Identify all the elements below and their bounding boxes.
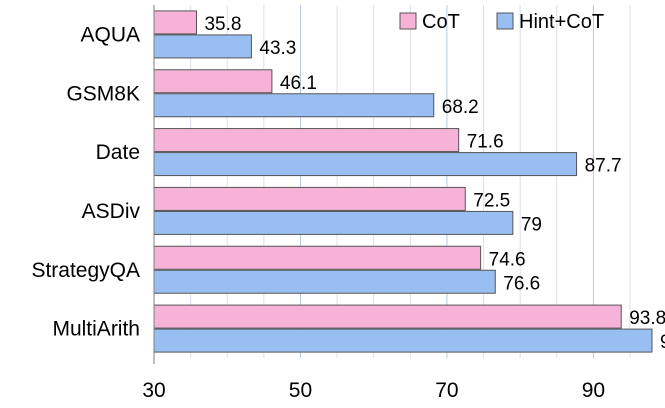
category-labels: AQUA GSM8K Date ASDiv StrategyQA MultiArith <box>31 23 140 340</box>
bar-hint-cot-aqua <box>153 34 252 59</box>
bar-cot-gsm8k <box>153 69 273 94</box>
category-label-asdiv: ASDiv <box>82 200 141 223</box>
bar-cot-multiarith <box>153 304 622 329</box>
bars <box>153 10 653 353</box>
value-labels: 35.8 43.3 46.1 68.2 71.6 87.7 72.5 79 74.6 76.6 93… <box>204 14 665 353</box>
bar-cot-asdiv <box>153 186 466 211</box>
category-label-multiarith: MultiArith <box>52 318 140 341</box>
value-label-cot-multiarith: 93.8 <box>629 308 665 329</box>
value-label-cot-strategyqa: 74.6 <box>489 249 526 270</box>
x-tick-label-70: 70 <box>435 379 458 402</box>
bar-hint-cot-gsm8k <box>153 93 435 118</box>
legend: CoT Hint+CoT <box>399 11 604 33</box>
bar-cot-strategyqa <box>153 245 482 270</box>
grid-lines <box>190 5 631 358</box>
category-label-aqua: AQUA <box>80 23 140 46</box>
x-tick-label-50: 50 <box>289 379 312 402</box>
value-label-hint-cot-aqua: 43.3 <box>259 38 296 59</box>
value-label-cot-gsm8k: 46.1 <box>280 73 317 94</box>
legend-label-hint-cot: Hint+CoT <box>519 11 604 33</box>
value-label-hint-cot-multiarith: 98 <box>660 332 665 353</box>
bar-cot-aqua <box>153 10 197 35</box>
x-tick-label-30: 30 <box>142 379 165 402</box>
bar-hint-cot-strategyqa <box>153 269 496 294</box>
value-label-cot-aqua: 35.8 <box>204 14 241 35</box>
category-label-strategyqa: StrategyQA <box>31 259 140 282</box>
bar-cot-date <box>153 128 460 153</box>
value-label-cot-date: 71.6 <box>467 132 504 153</box>
value-label-hint-cot-date: 87.7 <box>585 156 622 177</box>
bar-hint-cot-asdiv <box>153 210 514 235</box>
legend-swatch-hint-cot <box>496 12 514 30</box>
tick-labels: 30 50 70 90 <box>142 379 605 402</box>
value-label-cot-asdiv: 72.5 <box>473 190 510 211</box>
bar-hint-cot-date <box>153 152 578 177</box>
category-label-gsm8k: GSM8K <box>66 82 140 105</box>
category-label-date: Date <box>96 141 140 164</box>
x-tick-label-90: 90 <box>582 379 605 402</box>
bar-hint-cot-multiarith <box>153 328 653 353</box>
legend-swatch-cot <box>399 12 417 30</box>
value-label-hint-cot-asdiv: 79 <box>521 214 542 235</box>
legend-label-cot: CoT <box>422 11 460 33</box>
value-label-hint-cot-strategyqa: 76.6 <box>503 273 540 294</box>
value-label-hint-cot-gsm8k: 68.2 <box>442 97 479 118</box>
